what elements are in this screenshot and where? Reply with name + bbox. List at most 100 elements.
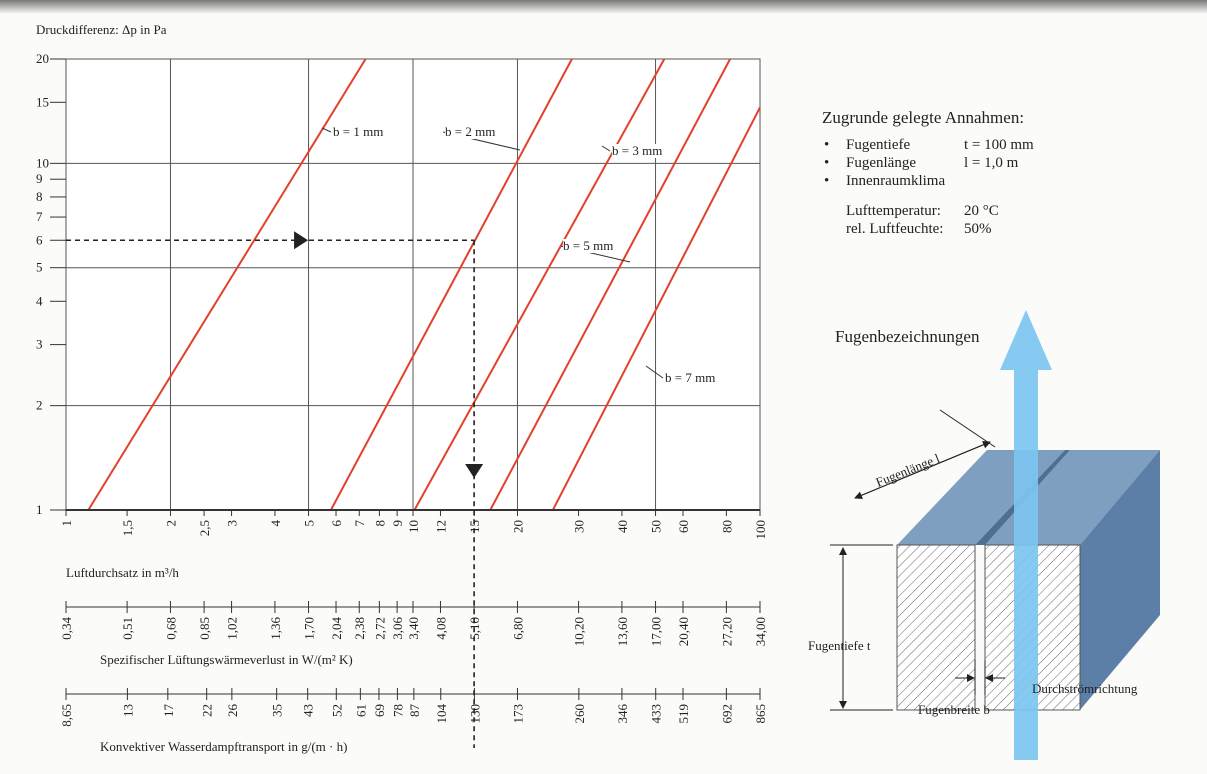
x-tick-label: 692 <box>719 704 734 724</box>
x-tick-label: 104 <box>434 704 449 724</box>
assumptions: • Fugentiefe t = 100 mm • Fugenlänge l =… <box>824 137 1034 237</box>
x-tick-label: 2,04 <box>329 617 344 640</box>
x-tick-label: 1,36 <box>268 617 283 640</box>
x-tick-label: 87 <box>407 704 422 718</box>
x-tick-label: 80 <box>719 520 734 533</box>
bullet: • <box>824 137 829 153</box>
series-label: b = 5 mm <box>563 238 613 253</box>
x-tick-label: 78 <box>390 704 405 717</box>
y-tick-label: 2 <box>36 398 43 413</box>
x-tick-label: 17 <box>161 704 176 718</box>
y-tick-label: 1 <box>36 502 43 517</box>
series-label: b = 1 mm <box>333 124 383 139</box>
x-tick-label: 0,51 <box>120 617 135 640</box>
y-tick-label: 6 <box>36 232 43 247</box>
x-tick-label: 40 <box>615 520 630 533</box>
x-tick-label: 1,02 <box>225 617 240 640</box>
x-tick-label: 43 <box>301 704 316 717</box>
bullet: • <box>824 155 829 171</box>
x-tick-label: 100 <box>753 520 768 540</box>
x-tick-label: 2,38 <box>352 617 367 640</box>
x-tick-label: 8 <box>372 520 387 527</box>
x-tick-label: 27,20 <box>719 617 734 646</box>
x-tick-label: 5 <box>302 520 317 527</box>
x-tick-label: 519 <box>676 704 691 724</box>
extension-line <box>940 410 995 447</box>
x-tick-label: 865 <box>753 704 768 724</box>
secondary-axis-title: Konvektiver Wasserdampftransport in g/(m… <box>100 739 347 754</box>
x-tick-label: 433 <box>649 704 664 724</box>
plot <box>66 59 760 510</box>
y-tick-label: 9 <box>36 171 43 186</box>
secondary-axis-title: Spezifischer Lüftungswärmeverlust in W/(… <box>100 652 353 667</box>
climate-label: Lufttemperatur: <box>846 203 941 219</box>
assumption-label: Fugenlänge <box>846 155 916 171</box>
x-tick-label: 173 <box>510 704 525 724</box>
x-tick-label: 3,40 <box>406 617 421 640</box>
x-tick-label: 9 <box>390 520 405 527</box>
chart: Druckdifferenz: Δp in Pa Luftdurchsatz i… <box>0 0 1207 774</box>
x-tick-label: 60 <box>676 520 691 533</box>
width-label: Fugenbreite b <box>918 702 990 717</box>
climate-value: 50% <box>964 221 992 237</box>
x-tick-label: 6,80 <box>510 617 525 640</box>
x-axis-title: Luftdurchsatz in m³/h <box>66 565 179 580</box>
x-tick-label: 1 <box>59 520 74 527</box>
x-tick-label: 8,65 <box>59 704 74 727</box>
x-tick-label: 13 <box>120 704 135 717</box>
block-front <box>897 545 975 710</box>
x-tick-label: 22 <box>200 704 215 717</box>
assumption-value: t = 100 mm <box>964 137 1034 153</box>
x-tick-label: 10 <box>406 520 421 533</box>
flow-label: Durchströmrichtung <box>1032 681 1138 696</box>
diagram-title: Fugenbezeichnungen <box>835 327 980 346</box>
page: Druckdifferenz: Δp in Pa Luftdurchsatz i… <box>0 0 1207 774</box>
assumption-label: Fugentiefe <box>846 137 910 153</box>
x-tick-label: 50 <box>649 520 664 533</box>
x-tick-label: 4 <box>268 520 283 527</box>
y-tick-label: 5 <box>36 260 43 275</box>
x-tick-label: 3 <box>225 520 240 527</box>
x-tick-label: 17,00 <box>649 617 664 646</box>
x-tick-label: 0,68 <box>163 617 178 640</box>
x-tick-label: 6 <box>329 520 344 527</box>
y-tick-label: 7 <box>36 209 43 224</box>
x-tick-label: 7 <box>352 520 367 527</box>
x-tick-label: 10,20 <box>572 617 587 646</box>
x-tick-label: 61 <box>353 704 368 717</box>
top-shadow <box>0 0 1207 14</box>
x-tick-label: 0,34 <box>59 617 74 640</box>
assumption-label: Innenraumklima <box>846 173 945 189</box>
x-tick-label: 2,72 <box>372 617 387 640</box>
depth-label: Fugentiefe t <box>808 638 871 653</box>
x-tick-label: 69 <box>372 704 387 717</box>
x-tick-label: 26 <box>225 704 240 718</box>
x-tick-label: 4,08 <box>433 617 448 640</box>
x-tick-label: 20,40 <box>676 617 691 646</box>
x-tick-label: 52 <box>329 704 344 717</box>
assumptions-title: Zugrunde gelegte Annahmen: <box>822 108 1024 127</box>
x-tick-label: 2 <box>163 520 178 527</box>
y-tick-label: 3 <box>36 337 43 352</box>
bullet: • <box>824 173 829 189</box>
x-tick-label: 2,5 <box>197 520 212 536</box>
y-tick-label: 8 <box>36 189 43 204</box>
x-tick-label: 34,00 <box>753 617 768 646</box>
x-tick-label: 20 <box>510 520 525 533</box>
x-tick-label: 0,85 <box>197 617 212 640</box>
y-tick-label: 4 <box>36 293 43 308</box>
series-label: b = 3 mm <box>612 143 662 158</box>
length-label: Fugenlänge l <box>874 450 943 489</box>
x-tick-label: 3,06 <box>390 617 405 640</box>
x-tick-label: 346 <box>615 704 630 724</box>
climate-value: 20 °C <box>964 203 999 219</box>
y-tick-label: 15 <box>36 94 49 109</box>
x-tick-label: 1,5 <box>120 520 135 536</box>
series-label: b = 7 mm <box>665 370 715 385</box>
x-tick-label: 260 <box>572 704 587 724</box>
x-tick-label: 13,60 <box>615 617 630 646</box>
climate-label: rel. Luftfeuchte: <box>846 221 943 237</box>
y-axis-title: Druckdifferenz: Δp in Pa <box>36 22 167 37</box>
x-tick-label: 30 <box>572 520 587 533</box>
x-tick-label: 35 <box>270 704 285 717</box>
